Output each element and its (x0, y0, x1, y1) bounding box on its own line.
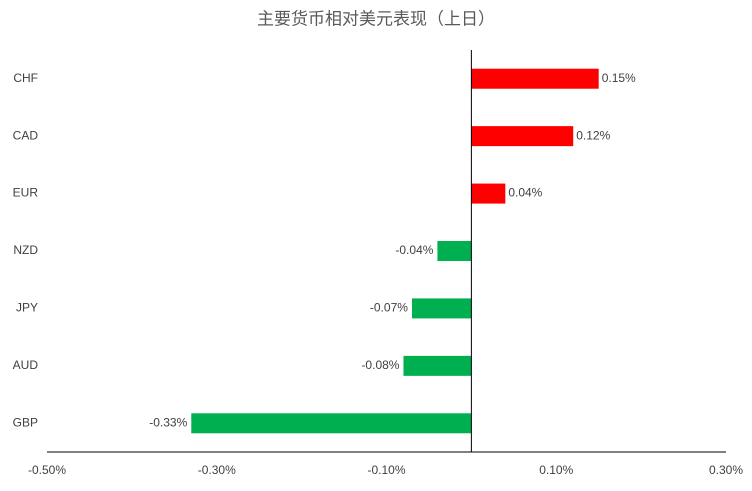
y-tick-label: GBP (13, 415, 38, 429)
y-tick-label: AUD (13, 358, 39, 372)
data-label: 0.12% (576, 128, 610, 142)
bar (471, 126, 574, 147)
y-tick-label: NZD (13, 243, 38, 257)
bar (191, 413, 472, 434)
bar (403, 355, 472, 376)
bar (411, 298, 472, 319)
y-tick-label: CAD (13, 128, 39, 142)
chart-title: 主要货币相对美元表现（上日） (257, 9, 495, 28)
y-tick-label: JPY (16, 301, 38, 315)
x-tick-label: -0.10% (367, 463, 405, 477)
data-label: -0.07% (370, 301, 408, 315)
x-tick-label: 0.30% (709, 463, 743, 477)
y-tick-label: EUR (13, 186, 39, 200)
x-tick-label: 0.10% (539, 463, 573, 477)
y-tick-label: CHF (13, 71, 38, 85)
data-label: 0.04% (508, 186, 542, 200)
data-label: 0.15% (602, 71, 636, 85)
data-label: -0.04% (395, 243, 433, 257)
data-label: -0.33% (149, 415, 187, 429)
bar (437, 241, 472, 261)
x-tick-label: -0.30% (198, 463, 236, 477)
bar (471, 183, 506, 204)
x-tick-label: -0.50% (28, 463, 66, 477)
bar (471, 68, 599, 89)
data-label: -0.08% (361, 358, 399, 372)
